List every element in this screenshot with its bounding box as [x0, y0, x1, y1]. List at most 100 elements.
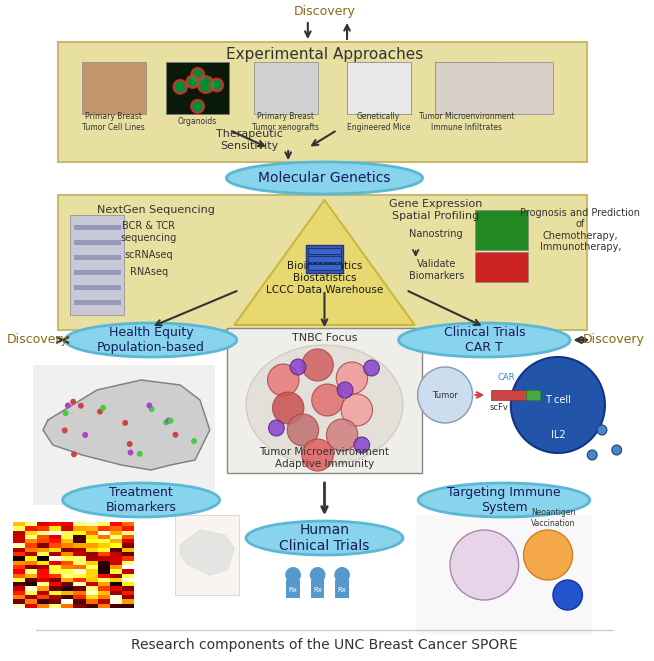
Circle shape	[267, 364, 299, 396]
Ellipse shape	[226, 162, 422, 194]
Text: scFv: scFv	[490, 403, 508, 412]
Bar	[75, 300, 120, 305]
Text: Gene Expression
Spatial Profiling: Gene Expression Spatial Profiling	[388, 199, 482, 221]
Circle shape	[187, 78, 202, 93]
Circle shape	[302, 439, 334, 471]
Bar	[75, 240, 120, 245]
Text: TNBC Focus: TNBC Focus	[292, 333, 357, 343]
Bar	[254, 62, 318, 114]
Circle shape	[326, 419, 358, 451]
Circle shape	[156, 423, 162, 429]
Text: Prognosis and Prediction
of
Chemotherapy,
Immunotherapy,: Prognosis and Prediction of Chemotherapy…	[521, 208, 640, 253]
Text: Genetically
Engineered Mice: Genetically Engineered Mice	[347, 112, 410, 132]
Text: Discovery: Discovery	[583, 334, 645, 346]
Circle shape	[290, 359, 306, 375]
Text: Human
Clinical Trials: Human Clinical Trials	[279, 523, 370, 553]
Circle shape	[188, 87, 207, 107]
Circle shape	[88, 437, 94, 443]
Text: Experimental Approaches: Experimental Approaches	[226, 48, 423, 63]
Bar	[71, 215, 124, 315]
Circle shape	[511, 357, 605, 453]
Circle shape	[334, 567, 350, 583]
Text: Tumor: Tumor	[432, 391, 458, 399]
Text: Rx: Rx	[313, 587, 322, 593]
Bar	[308, 248, 341, 254]
Circle shape	[285, 567, 301, 583]
Text: Targeting Immune
System: Targeting Immune System	[447, 486, 560, 514]
Text: Tumor Microenvironment
Adaptive Immunity: Tumor Microenvironment Adaptive Immunity	[260, 447, 390, 469]
Text: Clinical Trials
CAR T: Clinical Trials CAR T	[443, 326, 525, 354]
Circle shape	[120, 440, 126, 446]
Circle shape	[104, 432, 110, 438]
Text: Primary Breast
Tumor Cell Lines: Primary Breast Tumor Cell Lines	[82, 112, 145, 132]
Bar	[306, 245, 343, 273]
Bar	[436, 62, 499, 114]
Circle shape	[354, 437, 370, 453]
Circle shape	[190, 397, 196, 403]
Circle shape	[195, 89, 213, 108]
Bar	[475, 252, 528, 282]
Text: BCR & TCR
sequencing: BCR & TCR sequencing	[121, 221, 177, 243]
Text: Primary Breast
Tumor xenografts: Primary Breast Tumor xenografts	[252, 112, 318, 132]
Text: Rx: Rx	[337, 587, 347, 593]
Circle shape	[302, 349, 334, 381]
Ellipse shape	[398, 323, 570, 357]
Text: Bioinformatics
Biostatistics
LCCC Data Warehouse: Bioinformatics Biostatistics LCCC Data W…	[266, 261, 383, 295]
Circle shape	[364, 360, 379, 376]
Text: Therapeutic
Sensitivity: Therapeutic Sensitivity	[216, 129, 283, 151]
Bar	[286, 580, 300, 598]
Text: scRNAseq: scRNAseq	[125, 250, 173, 260]
Circle shape	[200, 75, 218, 94]
Text: Validate
Biomarkers: Validate Biomarkers	[409, 259, 464, 281]
Circle shape	[75, 417, 81, 423]
Circle shape	[337, 382, 353, 398]
Bar	[58, 195, 587, 330]
Bar	[75, 270, 120, 275]
Bar	[58, 42, 587, 162]
Bar	[347, 62, 411, 114]
Circle shape	[190, 91, 209, 110]
Text: Discovery: Discovery	[7, 334, 69, 346]
Circle shape	[273, 392, 304, 424]
Text: T cell: T cell	[545, 395, 571, 405]
Circle shape	[133, 430, 139, 436]
Circle shape	[597, 425, 607, 435]
Circle shape	[123, 430, 129, 436]
Circle shape	[136, 392, 142, 398]
Circle shape	[153, 412, 159, 418]
Bar	[308, 256, 341, 262]
Circle shape	[175, 436, 181, 442]
Text: Nanostring: Nanostring	[409, 229, 463, 239]
Bar	[526, 390, 540, 400]
Bar	[165, 62, 230, 114]
Text: Health Equity
Population-based: Health Equity Population-based	[97, 326, 205, 354]
Circle shape	[310, 567, 326, 583]
Bar	[75, 285, 120, 290]
Ellipse shape	[63, 483, 220, 517]
Text: Research components of the UNC Breast Cancer SPORE: Research components of the UNC Breast Ca…	[131, 638, 518, 652]
Ellipse shape	[418, 483, 590, 517]
Bar	[311, 580, 324, 598]
Circle shape	[128, 422, 134, 428]
Bar	[75, 255, 120, 260]
Bar	[175, 515, 239, 595]
Circle shape	[162, 422, 168, 428]
Bar	[33, 365, 215, 505]
Bar	[228, 328, 422, 473]
Circle shape	[116, 392, 122, 398]
Ellipse shape	[246, 521, 403, 555]
Bar	[436, 62, 553, 114]
Circle shape	[121, 419, 127, 425]
Circle shape	[99, 444, 105, 449]
Circle shape	[611, 445, 621, 455]
Circle shape	[287, 414, 318, 446]
Circle shape	[184, 91, 200, 106]
Circle shape	[269, 420, 284, 436]
Circle shape	[587, 450, 597, 460]
Text: Organoids: Organoids	[177, 118, 216, 126]
Ellipse shape	[65, 323, 237, 357]
Bar	[475, 210, 528, 250]
Polygon shape	[43, 380, 210, 470]
Ellipse shape	[246, 345, 403, 465]
Circle shape	[182, 438, 188, 444]
